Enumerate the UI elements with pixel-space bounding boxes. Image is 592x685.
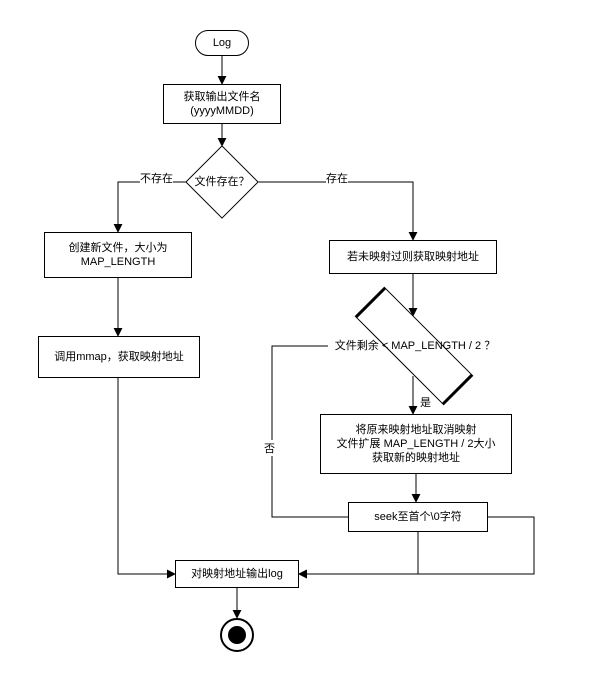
create-new-file-node: 创建新文件，大小为MAP_LENGTH	[44, 232, 192, 278]
output-log-node: 对映射地址输出log	[175, 560, 299, 588]
end-node	[220, 618, 254, 652]
start-label: Log	[213, 36, 231, 50]
remaining-space-decision	[355, 287, 474, 406]
seek-node: seek至首个\0字符	[348, 502, 488, 532]
seek-label: seek至首个\0字符	[374, 510, 461, 524]
output-log-label: 对映射地址输出log	[191, 567, 283, 581]
edge-label-not-exists: 不存在	[140, 170, 173, 186]
remap-label: 将原来映射地址取消映射 文件扩展 MAP_LENGTH / 2大小 获取新的映射…	[337, 423, 496, 466]
call-mmap-label: 调用mmap，获取映射地址	[54, 350, 184, 364]
get-filename-node: 获取输出文件名(yyyyMMDD)	[163, 84, 281, 124]
if-not-mapped-label: 若未映射过则获取映射地址	[347, 250, 479, 264]
if-not-mapped-node: 若未映射过则获取映射地址	[329, 240, 497, 274]
create-new-file-label: 创建新文件，大小为MAP_LENGTH	[51, 241, 185, 270]
edge-label-exists: 存在	[326, 170, 348, 186]
edge-label-no: 否	[264, 440, 275, 456]
edge-label-yes: 是	[420, 394, 431, 410]
call-mmap-node: 调用mmap，获取映射地址	[38, 336, 200, 378]
remap-node: 将原来映射地址取消映射 文件扩展 MAP_LENGTH / 2大小 获取新的映射…	[320, 414, 512, 474]
get-filename-label: 获取输出文件名(yyyyMMDD)	[170, 90, 274, 119]
file-exists-decision	[185, 145, 259, 219]
start-node: Log	[195, 30, 249, 56]
